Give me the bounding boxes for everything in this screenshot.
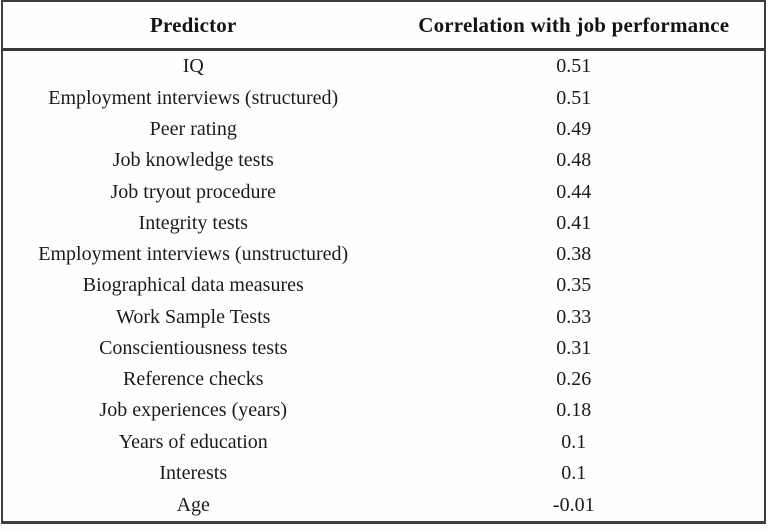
table-row: Employment interviews (structured) 0.51 bbox=[2, 83, 765, 114]
table-row: IQ 0.51 bbox=[2, 50, 765, 83]
predictor-cell: Employment interviews (unstructured) bbox=[38, 243, 349, 266]
column-header-predictor: Predictor bbox=[2, 1, 384, 51]
table-body: IQ 0.51 Employment interviews (structured)… bbox=[2, 50, 765, 523]
predictor-cell: IQ bbox=[182, 55, 204, 78]
correlation-cell: 0.44 bbox=[556, 180, 592, 203]
table-row: Interests 0.1 bbox=[2, 458, 765, 489]
predictor-cell: Employment interviews (structured) bbox=[48, 86, 339, 109]
correlation-cell: 0.38 bbox=[556, 243, 592, 266]
correlation-cell: 0.26 bbox=[556, 368, 592, 391]
correlation-cell: 0.1 bbox=[561, 430, 587, 453]
correlation-cell: 0.51 bbox=[556, 86, 592, 109]
correlation-cell: 0.33 bbox=[556, 305, 592, 328]
predictor-cell: Work Sample Tests bbox=[116, 305, 271, 328]
predictor-cell: Peer rating bbox=[149, 118, 237, 141]
table-row: Reference checks 0.26 bbox=[2, 364, 765, 395]
predictor-cell: Age bbox=[176, 493, 210, 516]
correlation-cell: 0.51 bbox=[556, 55, 592, 78]
predictor-cell: Job knowledge tests bbox=[112, 149, 274, 172]
correlation-cell: 0.48 bbox=[556, 149, 592, 172]
predictor-cell: Years of education bbox=[118, 430, 268, 453]
predictor-cell: Job experiences (years) bbox=[99, 399, 288, 422]
correlation-cell: 0.41 bbox=[556, 211, 592, 234]
predictor-cell: Reference checks bbox=[123, 368, 264, 391]
table-row: Years of education 0.1 bbox=[2, 427, 765, 458]
table-row: Biographical data measures 0.35 bbox=[2, 270, 765, 301]
table-row: Integrity tests 0.41 bbox=[2, 208, 765, 239]
correlation-cell: 0.49 bbox=[556, 118, 592, 141]
table-row: Age -0.01 bbox=[2, 489, 765, 522]
table-row: Job knowledge tests 0.48 bbox=[2, 145, 765, 176]
correlation-cell: 0.31 bbox=[556, 336, 592, 359]
predictor-cell: Integrity tests bbox=[138, 211, 248, 234]
correlation-cell: 0.1 bbox=[561, 461, 587, 484]
predictor-cell: Conscientiousness tests bbox=[99, 336, 288, 359]
table-row: Job experiences (years) 0.18 bbox=[2, 395, 765, 426]
predictor-cell: Biographical data measures bbox=[82, 274, 304, 297]
correlation-cell: 0.18 bbox=[556, 399, 592, 422]
table-row: Conscientiousness tests 0.31 bbox=[2, 333, 765, 364]
correlation-cell: 0.35 bbox=[556, 274, 592, 297]
table-row: Employment interviews (unstructured) 0.38 bbox=[2, 239, 765, 270]
predictor-cell: Interests bbox=[159, 461, 228, 484]
table-head: Predictor Correlation with job performan… bbox=[2, 1, 765, 51]
table-row: Work Sample Tests 0.33 bbox=[2, 302, 765, 333]
table-row: Job tryout procedure 0.44 bbox=[2, 177, 765, 208]
header-row: Predictor Correlation with job performan… bbox=[2, 1, 765, 51]
column-header-correlation: Correlation with job performance bbox=[383, 1, 765, 51]
table-row: Peer rating 0.49 bbox=[2, 114, 765, 145]
predictor-cell: Job tryout procedure bbox=[110, 180, 276, 203]
correlation-cell: -0.01 bbox=[552, 493, 595, 516]
